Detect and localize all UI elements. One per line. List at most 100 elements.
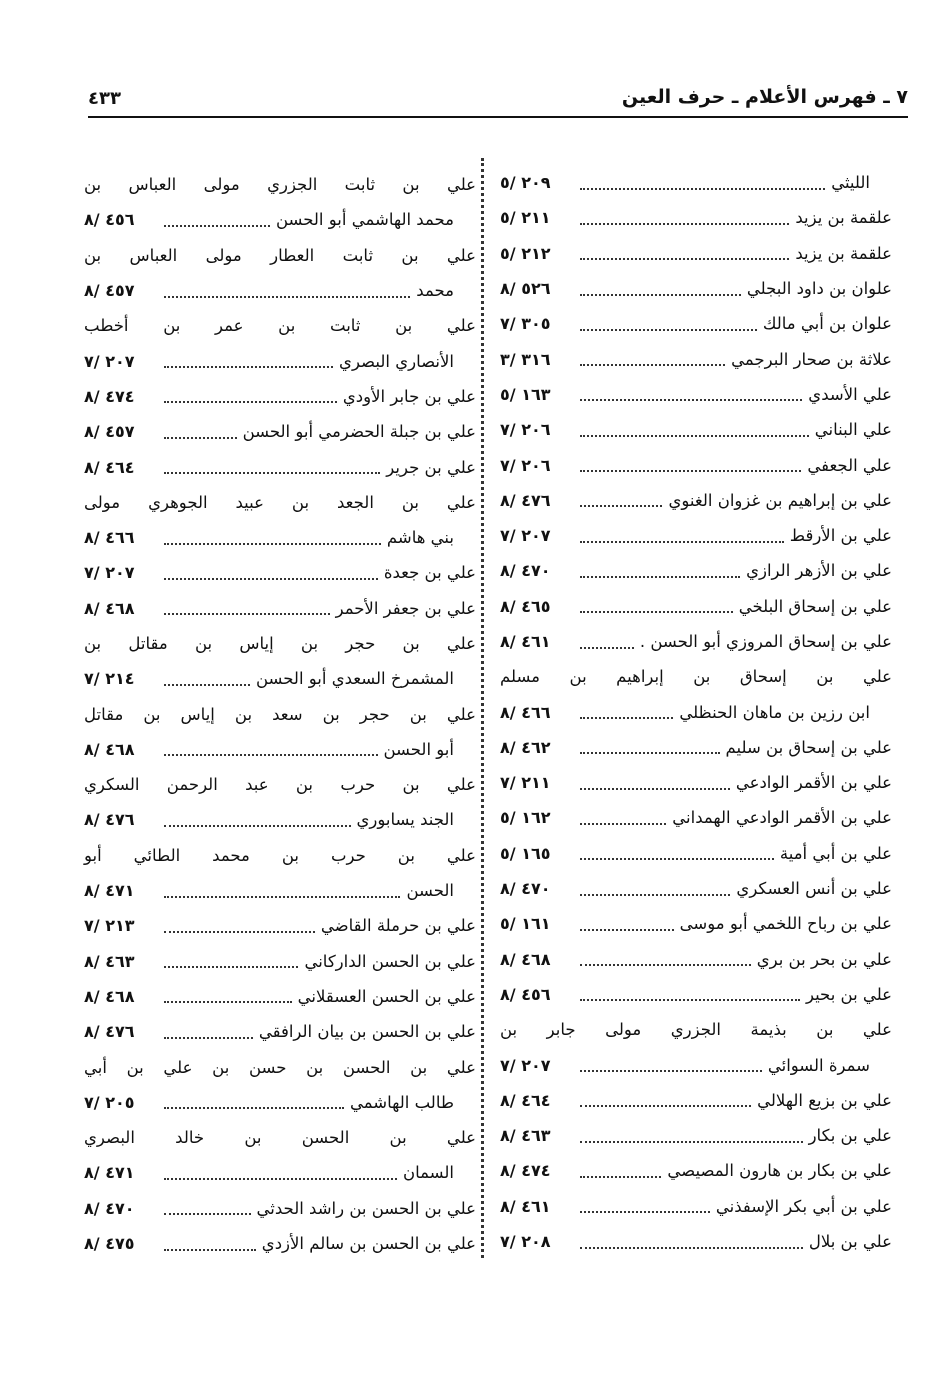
dot-leader: [164, 742, 378, 757]
index-line: علي الجعفي ٢٠٦ /٧: [500, 447, 892, 482]
volume-page-ref: ٤٧٥ /٨: [84, 1234, 135, 1254]
dot-leader: [164, 1201, 251, 1216]
index-entry: علي بن جبلة الحضرمي أبو الحسن ٤٥٧ /٨: [84, 414, 476, 449]
volume-page-ref: ٤٧٠ /٨: [84, 1198, 135, 1218]
index-line: علي بن ثابت العطار مولى العباس بن: [84, 238, 476, 273]
volume-page-ref: ٤٦٣ /٨: [84, 951, 135, 971]
dot-leader: [164, 284, 411, 298]
index-entry: علي بن الحسن بن حسن بن علي بن أبي طالب ال…: [84, 1049, 476, 1120]
index-entry: علي بن إسحاق المروزي أبو الحسن . ٤٦١ /٨: [500, 624, 892, 659]
entry-name: الحسن: [406, 881, 454, 901]
dot-leader: [164, 460, 381, 475]
index-line: بني هاشم ٤٦٦ /٨: [84, 520, 476, 555]
entry-name: علي بن حجر بن إياس بن مقاتل بن: [84, 634, 476, 653]
volume-page-ref: ٢٠٥ /٧: [84, 1092, 135, 1112]
entry-name: علي بن إسحاق المروزي أبو الحسن .: [639, 632, 892, 651]
volume-page-ref: ٤٧٦ /٨: [84, 810, 135, 830]
dot-leader: [580, 635, 634, 649]
index-line: علي بن حرب بن محمد الطائي أبو: [84, 838, 476, 873]
index-line: علي بن بكار بن هارون المصيصي ٤٧٤ /٨: [500, 1153, 892, 1188]
entry-name: علي بن بكار بن هارون المصيصي: [667, 1161, 892, 1181]
index-entry: علي بن الحسن بن سالم الأزدي ٤٧٥ /٨: [84, 1226, 476, 1261]
index-line: علي بن بلال ٢٠٨ /٧: [500, 1224, 892, 1259]
index-entry: علي بن الحسن الداركاني ٤٦٣ /٨: [84, 944, 476, 979]
volume-page-ref: ٣٠٥ /٧: [500, 314, 551, 334]
index-line: علي بن جابر الأودي ٤٧٤ /٨: [84, 379, 476, 414]
index-entry: علي بن حرب بن محمد الطائي أبو الحسن ٤٧١ /٨: [84, 838, 476, 909]
entry-name: علي بن جعدة: [383, 563, 476, 583]
index-line: ابن رزين بن ماهان الحنظلي ٤٦٦ /٨: [500, 694, 892, 729]
index-line: علي بن جبلة الحضرمي أبو الحسن ٤٥٧ /٨: [84, 414, 476, 449]
entry-name: علي بن الحسن بن حسن بن علي بن أبي: [84, 1057, 476, 1077]
index-line: علي بن حجر بن إياس بن مقاتل بن: [84, 626, 476, 661]
index-line: علي بن حرملة القاضي ٢١٣ /٧: [84, 908, 476, 943]
dot-leader: [164, 1166, 397, 1180]
index-entry: علي بن الحسن بن راشد الحدثي ٤٧٠ /٨: [84, 1191, 476, 1226]
entry-name: علي بن حرملة القاضي: [320, 916, 476, 936]
volume-page-ref: ٢٠٦ /٧: [500, 420, 551, 440]
volume-page-ref: ٤٦٨ /٨: [84, 598, 135, 618]
entry-name: علاثة بن صحار البرجمي: [731, 349, 892, 369]
dot-leader: [164, 425, 237, 439]
entry-name: علي بن أبي بكر الإسفذني: [715, 1196, 892, 1216]
index-line: علي بن جرير ٤٦٤ /٨: [84, 449, 476, 484]
index-line: المشمرخ السعدي أبو الحسن ٢١٤ /٧: [84, 661, 476, 696]
index-entry: علي بن ثابت بن عمر بن أخطب الأنصاري البصر…: [84, 308, 476, 379]
index-line: علي بن إسحاق المروزي أبو الحسن . ٤٦١ /٨: [500, 624, 892, 659]
index-entry: علي بن رباح اللخمي أبو موسى ١٦١ /٥: [500, 906, 892, 941]
index-line: علقمة بن يزيد ٢١١ /٥: [500, 200, 892, 235]
index-entry: علي بن جعفر الأحمر ٤٦٨ /٨: [84, 591, 476, 626]
dot-leader: [580, 176, 826, 190]
volume-page-ref: ٤٦١ /٨: [500, 1196, 551, 1216]
volume-page-ref: ٤٦٤ /٨: [84, 457, 135, 477]
entry-name: علي بن الأقمر الوادعي: [735, 773, 892, 793]
index-entry: علي البناني ٢٠٦ /٧: [500, 412, 892, 447]
entry-name: علقمة بن يزيد: [795, 243, 892, 263]
volume-page-ref: ٢٠٨ /٧: [500, 1232, 551, 1252]
index-entry: علوان بن أبي مالك ٣٠٥ /٧: [500, 306, 892, 341]
index-line: علي الأسدي ١٦٣ /٥: [500, 377, 892, 412]
volume-page-ref: ٤٦٨ /٨: [84, 739, 135, 759]
dot-leader: [164, 884, 401, 898]
entry-name: محمد الهاشمي أبو الحسن: [275, 210, 454, 230]
entry-name: علي بن بحير: [805, 984, 892, 1004]
dot-leader: [580, 599, 733, 614]
dot-leader: [580, 529, 784, 543]
index-line: علي بن الحسن بن حسن بن علي بن أبي: [84, 1049, 476, 1084]
entry-name: علي بن الحسن بن راشد الحدثي: [256, 1198, 476, 1218]
entry-name: علي بن إبراهيم بن غزوان الغنوي: [668, 490, 892, 510]
entry-name: طالب الهاشمي: [350, 1092, 454, 1112]
entry-name: علقمة بن يزيد: [795, 208, 892, 228]
section-title: ٧ ـ فهرس الأعلام ـ حرف العين: [621, 86, 908, 108]
dot-leader: [164, 601, 330, 616]
index-line: أبو الحسن ٤٦٨ /٨: [84, 732, 476, 767]
index-line: الحسن ٤٧١ /٨: [84, 873, 476, 908]
index-line: علي بن جعفر الأحمر ٤٦٨ /٨: [84, 591, 476, 626]
dot-leader: [580, 987, 800, 1002]
dot-leader: [580, 423, 809, 437]
entry-name: علي بن جعفر الأحمر: [335, 598, 476, 618]
volume-page-ref: ٢٠٧ /٧: [84, 351, 135, 371]
index-entry: علي بن الأقمر الوادعي ٢١١ /٧: [500, 765, 892, 800]
entry-name: علي الأسدي: [808, 384, 892, 404]
dot-leader: [580, 917, 674, 931]
entry-name: علي بن الحسن بن بيان الرافقي: [258, 1022, 476, 1042]
volume-page-ref: ٤٧١ /٨: [84, 1163, 135, 1183]
entry-name: علي بن رباح اللخمي أبو موسى: [679, 914, 892, 934]
index-line: علي بن إبراهيم بن غزوان الغنوي ٤٧٦ /٨: [500, 483, 892, 518]
volume-page-ref: ١٦١ /٥: [500, 914, 551, 934]
running-header: ٧ ـ فهرس الأعلام ـ حرف العين ٤٣٣: [88, 84, 908, 118]
entry-name: السمان: [402, 1163, 454, 1183]
volume-page-ref: ٤٦١ /٨: [500, 632, 551, 651]
index-entry: علي بن أبي أمية ١٦٥ /٥: [500, 836, 892, 871]
entry-name: علي بن الحسن العسقلاني: [297, 986, 476, 1006]
dot-leader: [580, 282, 741, 296]
index-line: علي بن الأقمر الوادعي الهمداني ١٦٢ /٥: [500, 800, 892, 835]
index-line: علي بن بزيع الهلالي ٤٦٤ /٨: [500, 1083, 892, 1118]
index-entry: علي بن حجر بن سعد بن إياس بن مقاتل أبو ال…: [84, 696, 476, 767]
index-entry: علي بن الحسن العسقلاني ٤٦٨ /٨: [84, 979, 476, 1014]
index-line: علي بن حرب بن عبد الرحمن السكري: [84, 767, 476, 802]
entry-name: سمرة السوائي: [767, 1055, 870, 1075]
entry-name: الأنصاري البصري: [339, 351, 454, 371]
volume-page-ref: ٤٧١ /٨: [84, 881, 135, 901]
